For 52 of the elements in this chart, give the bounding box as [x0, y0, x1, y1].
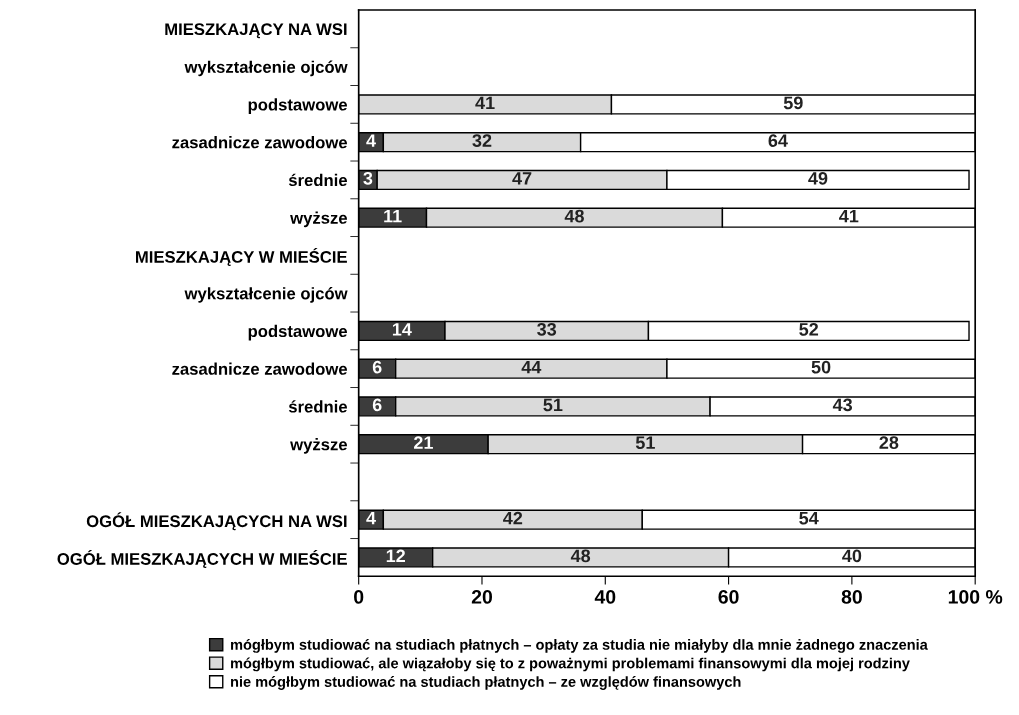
data-label: 48: [570, 549, 591, 563]
data-label: 3: [363, 171, 373, 185]
y-tick-label: zasadnicze zawodowe: [172, 136, 348, 149]
data-label: 33: [537, 322, 557, 336]
y-tick-label: zasadnicze zawodowe: [172, 362, 348, 375]
data-label: 6: [372, 398, 382, 412]
data-label: 6: [372, 360, 382, 374]
y-tick-label: wyższe: [290, 211, 348, 228]
data-label: 49: [808, 171, 828, 185]
data-label: 48: [564, 209, 584, 223]
data-label: 52: [799, 322, 819, 336]
data-label: 32: [472, 134, 492, 148]
data-label: 40: [842, 549, 862, 563]
y-tick-label: OGÓŁ MIESZKAJĄCYCH NA WSI: [86, 512, 347, 531]
data-label: 41: [839, 209, 859, 223]
legend-label: mógłbym studiować, ale wiązałoby się to z poważnymi problemami finansowymi dla mojej rodziny: [231, 657, 910, 672]
data-label: 59: [783, 96, 803, 110]
y-tick-label: MIESZKAJĄCY NA WSI: [165, 23, 347, 39]
y-tick-label: średnie: [288, 173, 348, 187]
data-label: 4: [366, 134, 376, 147]
data-label: 42: [503, 511, 523, 525]
y-tick-label: wykształcenie ojców: [184, 287, 348, 303]
data-label: 64: [768, 134, 788, 147]
x-tick-label: 80: [841, 590, 862, 604]
x-tick-label: 20: [471, 590, 493, 604]
x-tick-label: 0: [354, 590, 364, 604]
y-tick-label: OGÓŁ MIESZKAJĄCYCH W MIEŚCIE: [57, 549, 347, 569]
y-tick-label: podstawowe: [248, 324, 348, 341]
data-label: 51: [543, 398, 563, 412]
data-label: 21: [414, 436, 433, 449]
data-label: 14: [392, 323, 412, 336]
legend-label: mógłbym studiować na studiach płatnych – opłaty za studia nie miałyby dla mnie żadnego znaczenia: [231, 639, 928, 653]
x-tick-label: 100 %: [948, 590, 1003, 604]
data-label: 4: [366, 511, 376, 525]
y-tick-label: wykształcenie ojców: [184, 60, 348, 77]
x-tick-label: 40: [594, 590, 616, 604]
data-label: 41: [475, 96, 495, 110]
legend-label: nie mógłbym studiować na studiach płatnych – ze względów finansowych: [231, 676, 741, 690]
y-tick-label: wyższe: [290, 438, 348, 454]
y-tick-label: średnie: [288, 400, 348, 413]
data-label: 11: [384, 209, 402, 223]
data-label: 54: [799, 511, 819, 525]
data-label: 50: [811, 360, 831, 374]
data-label: 51: [635, 436, 655, 449]
y-tick-label: MIESZKAJĄCY W MIEŚCIE: [136, 247, 347, 266]
data-label: 28: [879, 436, 899, 449]
data-label: 44: [521, 360, 542, 374]
data-label: 47: [512, 172, 532, 185]
data-label: 43: [832, 398, 853, 412]
y-tick-label: podstawowe: [248, 98, 348, 114]
x-tick-label: 60: [718, 590, 739, 604]
data-label: 12: [386, 549, 405, 563]
